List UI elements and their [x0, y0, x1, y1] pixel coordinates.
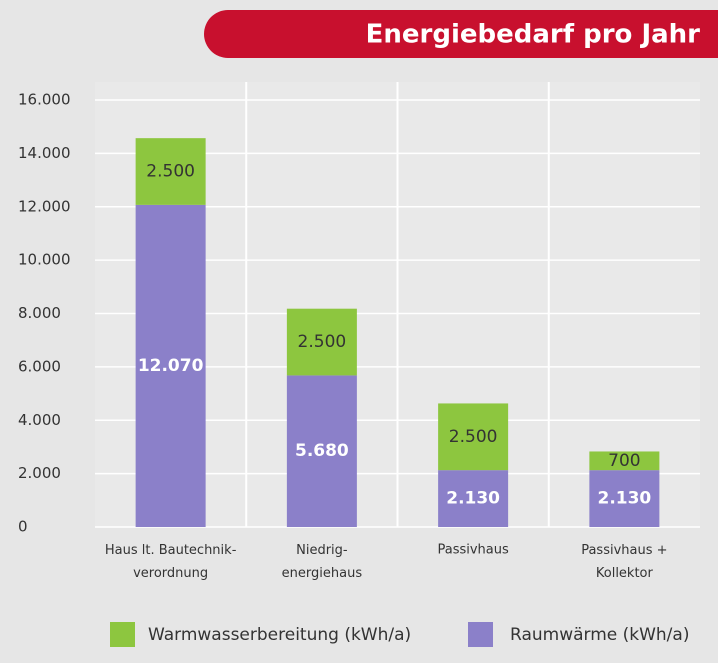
bar-segment [135, 204, 206, 527]
value-label: 2.130 [446, 489, 500, 509]
bar-segment [135, 138, 206, 205]
y-tick-label: 2.000 [18, 464, 61, 482]
value-label: 5.680 [295, 441, 349, 461]
x-tick-label: Passivhaus + Kollektor [581, 543, 667, 581]
y-tick-label: 16.000 [18, 91, 71, 109]
x-tick-label: Niedrig-energiehaus [282, 543, 363, 581]
legend-label: Warmwasserbereitung (kWh/a) [148, 625, 411, 645]
y-tick-label: 6.000 [18, 357, 61, 375]
y-tick-label: 10.000 [18, 251, 71, 269]
bar-segment [438, 470, 509, 527]
bar-segment [589, 470, 660, 527]
y-tick-label: 8.000 [18, 304, 61, 322]
y-tick-label: 12.000 [18, 197, 71, 215]
x-tick-label: Passivhaus [437, 543, 509, 558]
bar-segment [589, 451, 660, 471]
y-tick-label: 14.000 [18, 144, 71, 162]
title-banner [204, 10, 718, 58]
legend-swatch [110, 622, 135, 647]
chart-title: Energiebedarf pro Jahr [366, 20, 701, 50]
y-tick-label: 4.000 [18, 411, 61, 429]
value-label: 12.070 [138, 356, 204, 376]
legend-label: Raumwärme (kWh/a) [510, 625, 689, 645]
bar-segment [286, 308, 357, 376]
value-label: 700 [608, 451, 640, 471]
bar-segment [438, 403, 509, 471]
legend-swatch [468, 622, 493, 647]
y-tick-label: 0 [18, 518, 28, 536]
value-label: 2.500 [298, 332, 347, 352]
value-label: 2.130 [597, 489, 651, 509]
value-label: 2.500 [449, 427, 498, 447]
bar-segment [286, 375, 357, 527]
value-label: 2.500 [146, 162, 195, 182]
x-tick-label: Haus lt. Bautechnik-verordnung [105, 543, 237, 581]
